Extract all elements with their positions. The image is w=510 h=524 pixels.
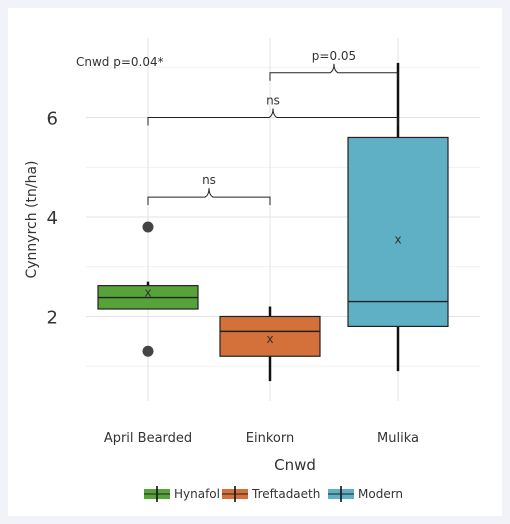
box-einkorn <box>219 315 321 357</box>
legend-label: Modern <box>358 487 403 501</box>
mean-marker: x <box>144 286 151 300</box>
significance-bracket <box>147 108 399 126</box>
y-tick-label: 2 <box>47 307 58 328</box>
box-mulika <box>347 136 449 328</box>
legend-label: Hynafol <box>174 487 220 501</box>
x-tick-label: April Bearded <box>104 431 192 446</box>
x-tick-label: Einkorn <box>246 431 294 446</box>
significance-bracket <box>269 63 399 81</box>
x-tick-label: Mulika <box>377 431 419 446</box>
mean-marker: x <box>394 232 401 246</box>
significance-label: p=0.05 <box>312 49 356 63</box>
significance-label: ns <box>202 173 216 187</box>
legend-label: Treftadaeth <box>251 487 320 501</box>
x-axis-label: Cnwd <box>274 456 316 474</box>
significance-bracket <box>147 188 271 206</box>
y-axis-label: Cynnyrch (tn/ha) <box>24 160 40 278</box>
outlier-point <box>142 345 154 357</box>
outlier-point <box>142 221 154 233</box>
significance-label: ns <box>266 94 280 108</box>
test-annotation: Cnwd p=0.04* <box>76 55 164 69</box>
box-plot: 2 4 6 Cynnyrch (tn/ha) April Bearded Einkorn M… <box>24 38 480 502</box>
mean-marker: x <box>266 332 273 346</box>
y-tick-label: 6 <box>47 109 58 130</box>
chart-card: 2 4 6 Cynnyrch (tn/ha) April Bearded Einkorn M… <box>8 8 502 516</box>
y-tick-label: 4 <box>47 208 58 229</box>
